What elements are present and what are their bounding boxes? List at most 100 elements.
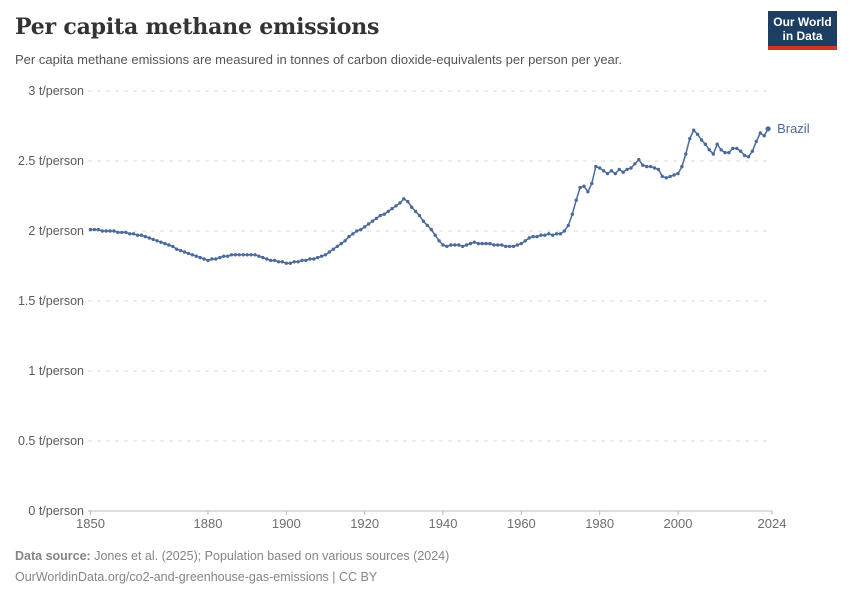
data-point	[727, 150, 731, 155]
data-point	[312, 257, 316, 261]
owid-logo-line2: in Data	[782, 28, 823, 43]
data-point	[656, 167, 661, 172]
data-point	[178, 248, 183, 253]
data-point	[523, 239, 527, 243]
data-point	[319, 254, 324, 258]
data-point	[598, 166, 602, 170]
y-tick-label: 1 t/person	[28, 364, 84, 378]
series-line-brazil	[90, 128, 769, 264]
page-title: Per capita methane emissions	[15, 14, 380, 40]
data-point	[504, 244, 508, 249]
data-point	[363, 225, 367, 229]
data-point	[433, 233, 437, 237]
data-point	[453, 243, 457, 247]
data-point	[143, 234, 147, 239]
data-point	[554, 232, 559, 236]
data-point	[147, 236, 151, 240]
data-point	[500, 243, 504, 247]
data-point	[605, 171, 610, 176]
data-point	[92, 227, 97, 232]
data-point	[124, 230, 128, 235]
data-point	[222, 254, 226, 258]
data-point	[723, 150, 727, 155]
data-point	[241, 253, 245, 257]
data-point	[335, 244, 339, 249]
data-point	[413, 209, 418, 214]
data-point	[378, 213, 382, 218]
data-point	[359, 227, 363, 232]
data-point	[402, 197, 406, 201]
data-point	[171, 244, 175, 249]
data-point	[284, 261, 288, 265]
data-point	[515, 243, 520, 247]
data-point	[688, 136, 692, 141]
data-point	[163, 241, 167, 246]
data-point	[257, 254, 261, 258]
data-point	[633, 162, 637, 166]
data-point	[135, 233, 140, 237]
data-point	[182, 250, 187, 254]
data-point	[218, 255, 222, 260]
data-source-line: Data source: Jones et al. (2025); Popula…	[15, 546, 449, 567]
data-point	[637, 157, 641, 162]
data-point	[558, 232, 563, 236]
data-point	[566, 223, 570, 228]
data-point	[476, 241, 480, 246]
data-point	[108, 229, 112, 233]
data-point	[731, 146, 735, 151]
data-point	[460, 244, 465, 249]
data-point	[746, 155, 751, 159]
data-point	[272, 258, 277, 263]
data-point	[629, 166, 633, 170]
data-point	[445, 244, 449, 249]
data-point	[120, 230, 124, 235]
data-point	[112, 229, 116, 233]
data-point	[707, 148, 711, 152]
data-point	[316, 255, 320, 260]
data-point	[331, 247, 335, 251]
data-point	[225, 254, 230, 258]
data-point	[288, 261, 292, 265]
data-point	[233, 253, 238, 257]
data-point	[421, 219, 426, 223]
data-point	[292, 260, 296, 264]
data-point	[625, 167, 629, 172]
data-source-label: Data source:	[15, 549, 91, 563]
data-point	[539, 233, 543, 237]
data-point	[617, 167, 621, 172]
data-point	[468, 241, 473, 246]
owid-logo[interactable]: Our World in Data	[768, 11, 837, 50]
data-point	[370, 219, 375, 223]
data-point	[386, 209, 390, 214]
data-point	[664, 176, 668, 180]
data-point	[261, 255, 265, 260]
chart-footer: Data source: Jones et al. (2025); Popula…	[15, 546, 449, 588]
data-point	[198, 255, 202, 260]
data-point	[754, 139, 758, 144]
data-point	[742, 153, 747, 158]
data-point	[343, 239, 347, 243]
data-point	[472, 240, 476, 244]
data-source-text: Jones et al. (2025); Population based on…	[90, 549, 450, 563]
data-point	[758, 131, 762, 135]
data-point	[613, 171, 617, 176]
data-point	[480, 241, 484, 246]
owid-url-link[interactable]: OurWorldinData.org/co2-and-greenhouse-ga…	[15, 570, 378, 584]
data-point	[586, 190, 590, 194]
data-point	[139, 233, 144, 237]
data-point	[206, 258, 210, 263]
data-point	[488, 241, 492, 246]
data-point	[441, 243, 445, 247]
data-point	[128, 232, 132, 236]
y-tick-label: 0.5 t/person	[17, 434, 84, 448]
y-tick-label: 2.5 t/person	[17, 154, 84, 168]
data-point	[719, 148, 723, 152]
data-point	[88, 227, 93, 232]
data-point	[547, 232, 551, 236]
data-point	[551, 233, 555, 237]
y-tick-label: 2 t/person	[28, 224, 84, 238]
data-point	[202, 257, 206, 261]
series-end-label-brazil[interactable]: Brazil	[777, 120, 810, 136]
